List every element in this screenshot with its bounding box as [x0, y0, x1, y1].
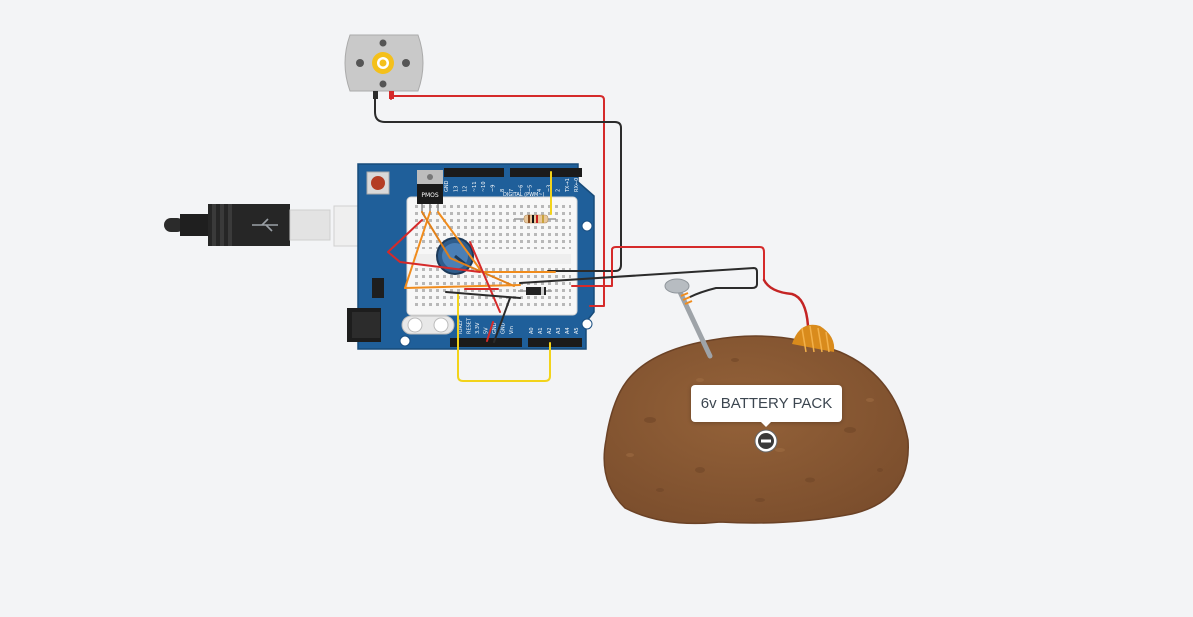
red-wire-shield-2[interactable]	[469, 241, 501, 313]
minus-terminal-icon[interactable]	[754, 429, 778, 453]
black-wire-battery[interactable]	[519, 267, 758, 298]
wires[interactable]	[374, 95, 810, 382]
orange-wire-1[interactable]	[404, 211, 431, 289]
voltage-regulator-chip	[372, 278, 384, 298]
pin-label: 3.3V	[475, 322, 481, 334]
digital-pin-labels: GND 13 12 ~11 ~10 ~9 8 7 ~6 ~5 4 ~3 2 TX→1 RX←0	[444, 178, 580, 193]
reset-button[interactable]	[366, 171, 390, 195]
tooltip-arrow	[759, 420, 773, 427]
zinc-nail[interactable]	[664, 278, 713, 359]
pin-label: ~10	[481, 181, 487, 192]
capacitors	[401, 315, 455, 335]
pin-label: A1	[538, 327, 544, 334]
pin-label: Vin	[509, 326, 515, 334]
pin-label: A4	[565, 327, 571, 334]
power-analog-headers	[450, 338, 582, 347]
red-wire-motor[interactable]	[390, 95, 605, 307]
red-wire-electrode[interactable]	[762, 278, 810, 328]
pin-label: A3	[556, 327, 562, 334]
pin-label: 12	[463, 186, 469, 192]
copper-electrode[interactable]	[792, 324, 835, 353]
pin-label: 5V	[484, 327, 490, 334]
pin-label: ~6	[518, 185, 524, 192]
pin-label: GND	[492, 322, 498, 334]
pin-label: 7	[509, 189, 515, 192]
red-wire-shield-4[interactable]	[486, 321, 494, 342]
battery-tooltip-label: 6v BATTERY PACK	[700, 395, 833, 412]
pin-label: 4	[537, 189, 543, 192]
orange-wire-3[interactable]	[421, 211, 515, 287]
pmos-transistor[interactable]: PMOS	[417, 170, 443, 212]
black-wire-motor[interactable]	[374, 98, 622, 272]
pin-label: 8	[500, 189, 506, 192]
diode[interactable]	[518, 287, 552, 295]
pin-label: 13	[453, 186, 459, 192]
pin-label: TX→1	[565, 178, 571, 193]
digital-header	[444, 168, 582, 177]
usb-symbol-icon	[252, 218, 278, 232]
pin-label: ~9	[491, 185, 497, 192]
pin-label: GND	[444, 180, 450, 192]
pin-label: RESET	[467, 317, 473, 334]
battery-tooltip: 6v BATTERY PACK	[691, 385, 842, 422]
power-pin-labels: IOREF RESET 3.3V 5V GND GND Vin	[458, 317, 515, 334]
pin-label: A2	[547, 327, 553, 334]
pin-label: RX←0	[574, 178, 580, 192]
pin-label: IOREF	[458, 319, 464, 334]
orange-wire-4[interactable]	[404, 284, 521, 289]
black-wire-shield-1[interactable]	[445, 291, 521, 299]
resistor[interactable]	[514, 214, 556, 224]
analog-pin-labels: A0 A1 A2 A3 A4 A5	[529, 327, 580, 334]
red-wire-battery[interactable]	[571, 246, 765, 287]
red-wire-shield-1[interactable]	[387, 219, 481, 273]
pin-label: ~11	[472, 181, 478, 192]
pin-label: 2	[556, 189, 562, 192]
black-wire-shield-2[interactable]	[493, 297, 511, 343]
pin-label: ~5	[528, 185, 534, 192]
dc-motor-icon[interactable]	[344, 34, 424, 99]
yellow-wire[interactable]	[457, 292, 551, 382]
motor-shaft-icon	[372, 52, 394, 74]
pin-label: A0	[529, 327, 535, 334]
pmos-label: PMOS	[421, 192, 439, 199]
pin-label: GND	[501, 322, 507, 334]
pin-label: ~3	[546, 185, 552, 192]
potato-battery[interactable]	[603, 278, 909, 525]
power-jack	[347, 308, 381, 342]
pin-label: A5	[574, 327, 580, 334]
digital-header-label: DIGITAL (PWM~)	[503, 192, 545, 198]
